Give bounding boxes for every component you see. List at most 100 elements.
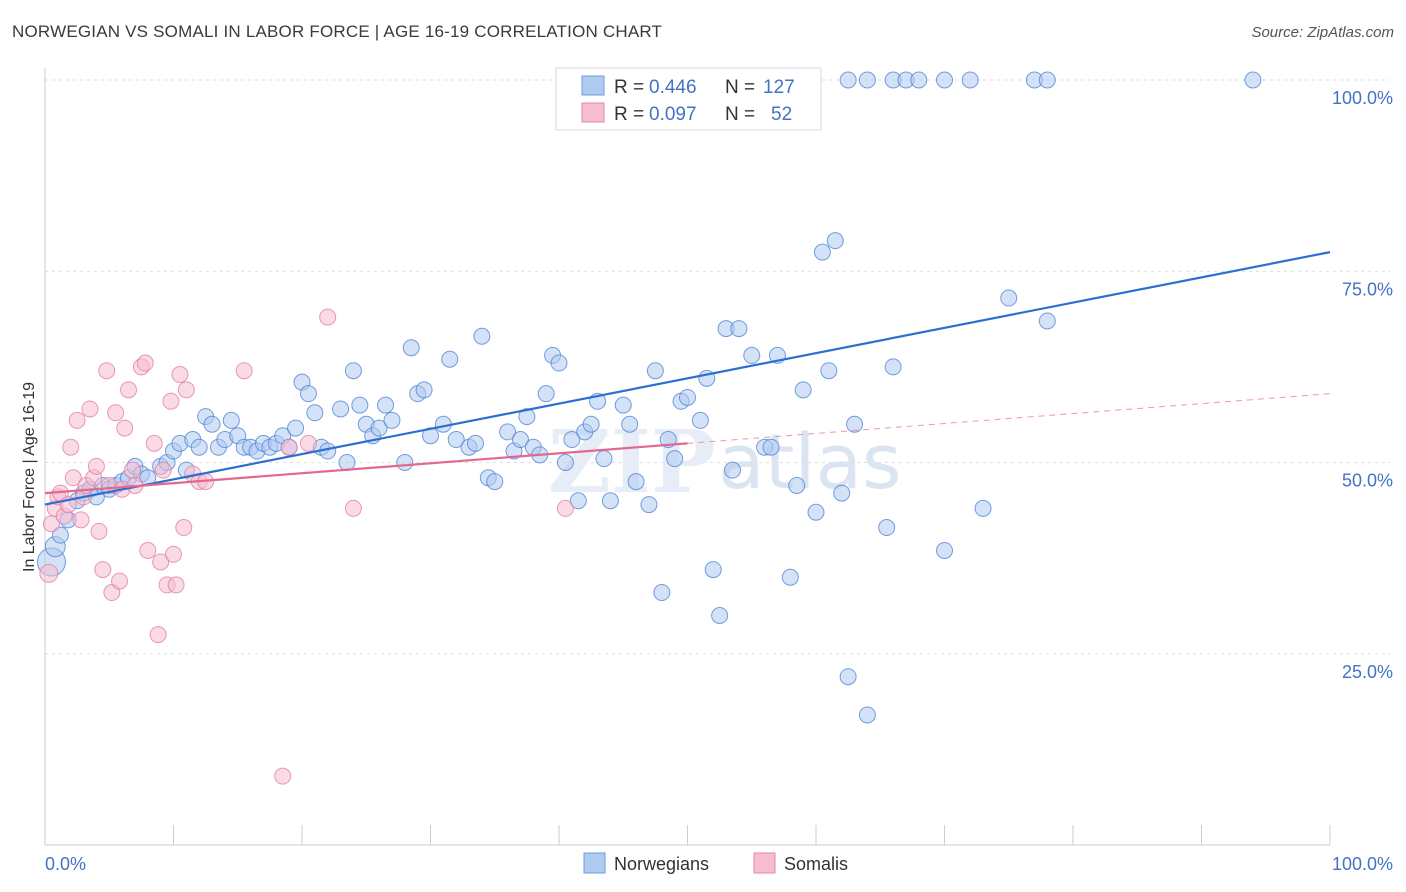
legend-n-label-2: N = — [725, 104, 755, 125]
legend-r-value-1: 0.446 — [649, 77, 697, 98]
norwegian-point — [1000, 289, 1018, 307]
somali-point — [149, 626, 167, 644]
norwegian-point — [370, 419, 388, 437]
norwegian-point — [910, 71, 928, 89]
norwegian-point — [858, 71, 876, 89]
norwegian-point — [563, 431, 581, 449]
watermark-atlas: atlas — [718, 417, 902, 506]
somali-point — [556, 499, 574, 517]
norwegian-point — [691, 411, 709, 429]
somali-point — [116, 419, 134, 437]
y-tick-label: 100.0% — [1332, 88, 1393, 108]
somali-point — [120, 381, 138, 399]
points-layer — [36, 71, 1262, 785]
somali-point — [145, 434, 163, 452]
norwegian-point — [332, 400, 350, 418]
norwegian-point — [858, 706, 876, 724]
norwegian-point — [878, 519, 896, 537]
norwegian-point — [839, 71, 857, 89]
norwegian-point — [621, 415, 639, 433]
norwegian-point — [723, 461, 741, 479]
legend-n-value-1: 127 — [763, 77, 795, 98]
norwegian-point — [499, 423, 517, 441]
norwegian-point — [556, 454, 574, 471]
norwegian-point — [820, 362, 838, 380]
norwegian-point — [704, 561, 722, 579]
x-tick-label-max: 100.0% — [1332, 854, 1393, 874]
norwegian-point — [974, 499, 992, 517]
somali-point — [171, 366, 189, 384]
norwegian-point — [396, 454, 414, 471]
somali-point — [72, 511, 90, 529]
norwegian-point — [51, 526, 69, 544]
norwegian-point — [601, 492, 619, 510]
legend-r-value-2: 0.097 — [649, 104, 697, 125]
norwegian-point — [537, 385, 555, 403]
norwegian-point — [961, 71, 979, 89]
grid-layer — [45, 79, 1390, 655]
trend-line-somalis — [44, 442, 688, 495]
legend-n-value-2: 52 — [771, 104, 792, 125]
y-tick-label: 50.0% — [1342, 471, 1393, 491]
bottom-legend-swatch-norwegians — [583, 852, 606, 874]
somali-point — [152, 553, 170, 571]
norwegian-point — [383, 411, 401, 429]
norwegian-point — [306, 404, 324, 422]
somali-point — [280, 438, 298, 456]
norwegian-point — [666, 450, 684, 468]
norwegian-point — [466, 434, 484, 452]
somali-point — [62, 438, 80, 456]
norwegian-point — [338, 454, 356, 471]
norwegian-point — [351, 396, 369, 414]
norwegian-point — [1244, 71, 1262, 89]
norwegian-point — [222, 411, 240, 429]
norwegian-point — [807, 503, 825, 521]
somali-point — [107, 404, 125, 422]
somali-point — [344, 499, 362, 517]
norwegian-point — [794, 381, 812, 399]
bottom-legend: Norwegians Somalis — [583, 852, 848, 874]
norwegian-point — [839, 668, 857, 686]
series-norwegians — [36, 71, 1262, 724]
trend-layer — [44, 251, 1331, 506]
chart-source: Source: ZipAtlas.com — [1251, 24, 1394, 41]
somali-point — [274, 767, 292, 785]
norwegian-point — [377, 396, 395, 414]
x-tick-label-min: 0.0% — [45, 854, 86, 874]
somali-point — [177, 381, 195, 399]
norwegian-point — [730, 320, 748, 338]
norwegian-point — [203, 415, 221, 433]
norwegian-point — [1038, 71, 1056, 89]
bottom-legend-somalis: Somalis — [784, 854, 848, 874]
norwegian-point — [299, 385, 317, 403]
somali-point — [81, 400, 99, 418]
norwegian-point — [846, 415, 864, 433]
somali-point — [90, 522, 108, 540]
y-tick-label: 75.0% — [1342, 279, 1393, 299]
norwegian-point — [813, 243, 831, 261]
norwegian-point — [1038, 312, 1056, 330]
norwegian-point — [762, 438, 780, 456]
somali-point — [68, 411, 86, 429]
legend-swatch-norwegians — [581, 75, 605, 96]
norwegian-point — [653, 584, 671, 602]
norwegian-point — [511, 431, 529, 449]
norwegian-point — [486, 473, 504, 491]
norwegian-point — [550, 354, 568, 372]
trend-line-somalis-extension — [687, 393, 1331, 444]
norwegian-point — [344, 362, 362, 380]
somali-point — [87, 457, 105, 475]
somali-point — [162, 392, 180, 410]
norwegian-point — [614, 396, 632, 414]
norwegian-point — [936, 541, 953, 559]
norwegian-point — [518, 408, 536, 426]
legend-n-label-1: N = — [725, 77, 755, 98]
y-tick-label: 25.0% — [1342, 662, 1393, 682]
somali-point — [165, 545, 182, 563]
norwegian-point — [884, 358, 902, 376]
somali-point — [299, 434, 317, 452]
norwegian-point — [582, 415, 600, 433]
somali-point — [94, 561, 112, 579]
somali-point — [139, 541, 157, 559]
legend-r-label-1: R = — [614, 77, 644, 98]
